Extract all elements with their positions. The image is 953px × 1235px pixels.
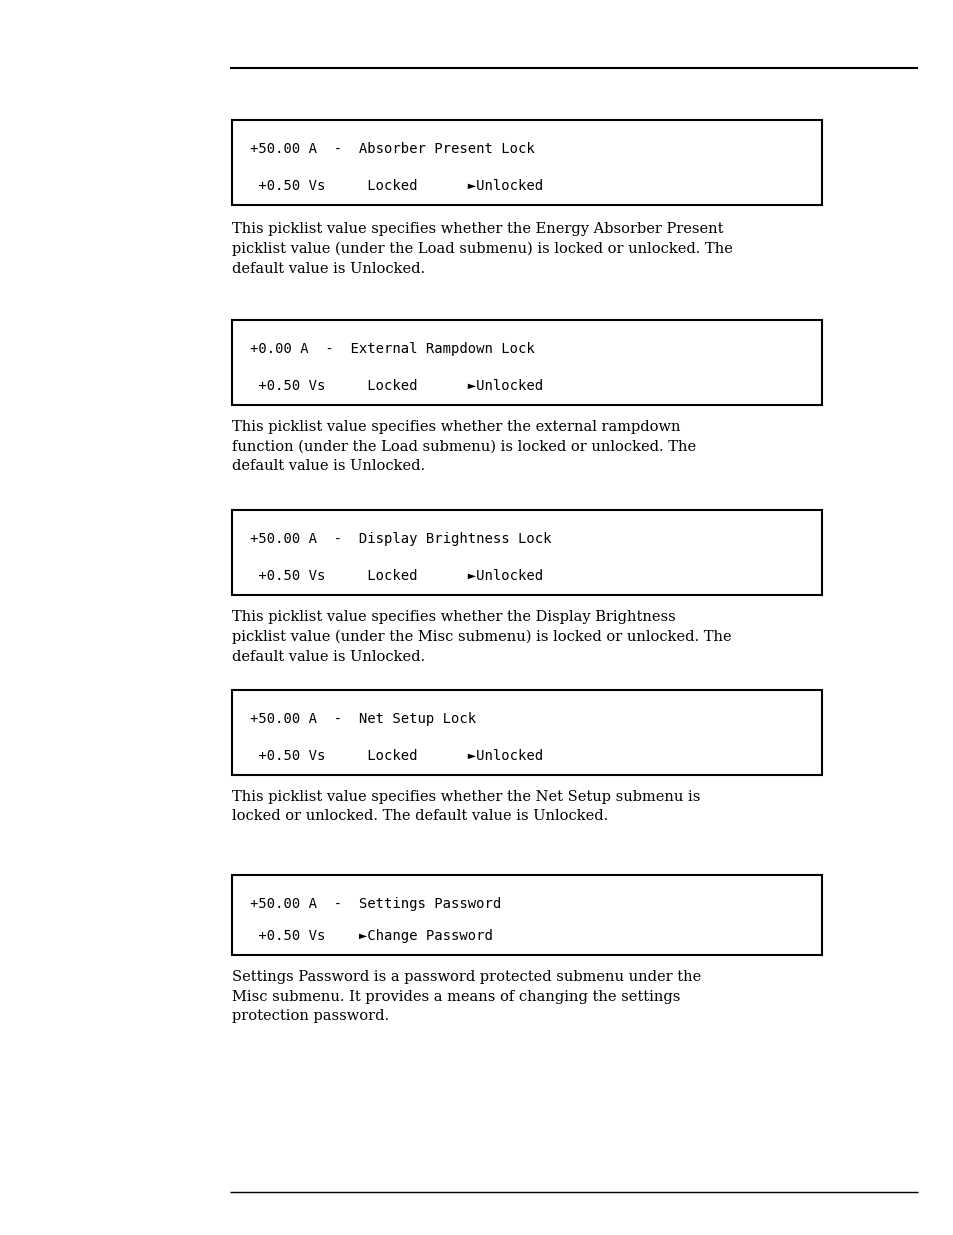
Text: This picklist value specifies whether the external rampdown
function (under the : This picklist value specifies whether th… (232, 420, 696, 473)
Text: +0.50 Vs    ►Change Password: +0.50 Vs ►Change Password (250, 929, 493, 944)
Text: Settings Password is a password protected submenu under the
Misc submenu. It pro: Settings Password is a password protecte… (232, 969, 700, 1023)
Text: +50.00 A  -  Settings Password: +50.00 A - Settings Password (250, 897, 500, 911)
Bar (232, 120, 821, 205)
Text: +50.00 A  -  Absorber Present Lock: +50.00 A - Absorber Present Lock (250, 142, 535, 156)
Bar (232, 510, 821, 595)
Bar (232, 876, 821, 955)
Bar (232, 690, 821, 776)
Text: This picklist value specifies whether the Energy Absorber Present
picklist value: This picklist value specifies whether th… (232, 222, 732, 275)
Text: This picklist value specifies whether the Net Setup submenu is
locked or unlocke: This picklist value specifies whether th… (232, 790, 700, 824)
Text: +0.00 A  -  External Rampdown Lock: +0.00 A - External Rampdown Lock (250, 342, 535, 356)
Text: +50.00 A  -  Display Brightness Lock: +50.00 A - Display Brightness Lock (250, 532, 551, 546)
Text: +0.50 Vs     Locked      ►Unlocked: +0.50 Vs Locked ►Unlocked (250, 379, 542, 393)
Text: This picklist value specifies whether the Display Brightness
picklist value (und: This picklist value specifies whether th… (232, 610, 731, 663)
Text: +0.50 Vs     Locked      ►Unlocked: +0.50 Vs Locked ►Unlocked (250, 179, 542, 193)
Text: +50.00 A  -  Net Setup Lock: +50.00 A - Net Setup Lock (250, 713, 476, 726)
Bar (232, 320, 821, 405)
Text: +0.50 Vs     Locked      ►Unlocked: +0.50 Vs Locked ►Unlocked (250, 569, 542, 583)
Text: +0.50 Vs     Locked      ►Unlocked: +0.50 Vs Locked ►Unlocked (250, 748, 542, 763)
